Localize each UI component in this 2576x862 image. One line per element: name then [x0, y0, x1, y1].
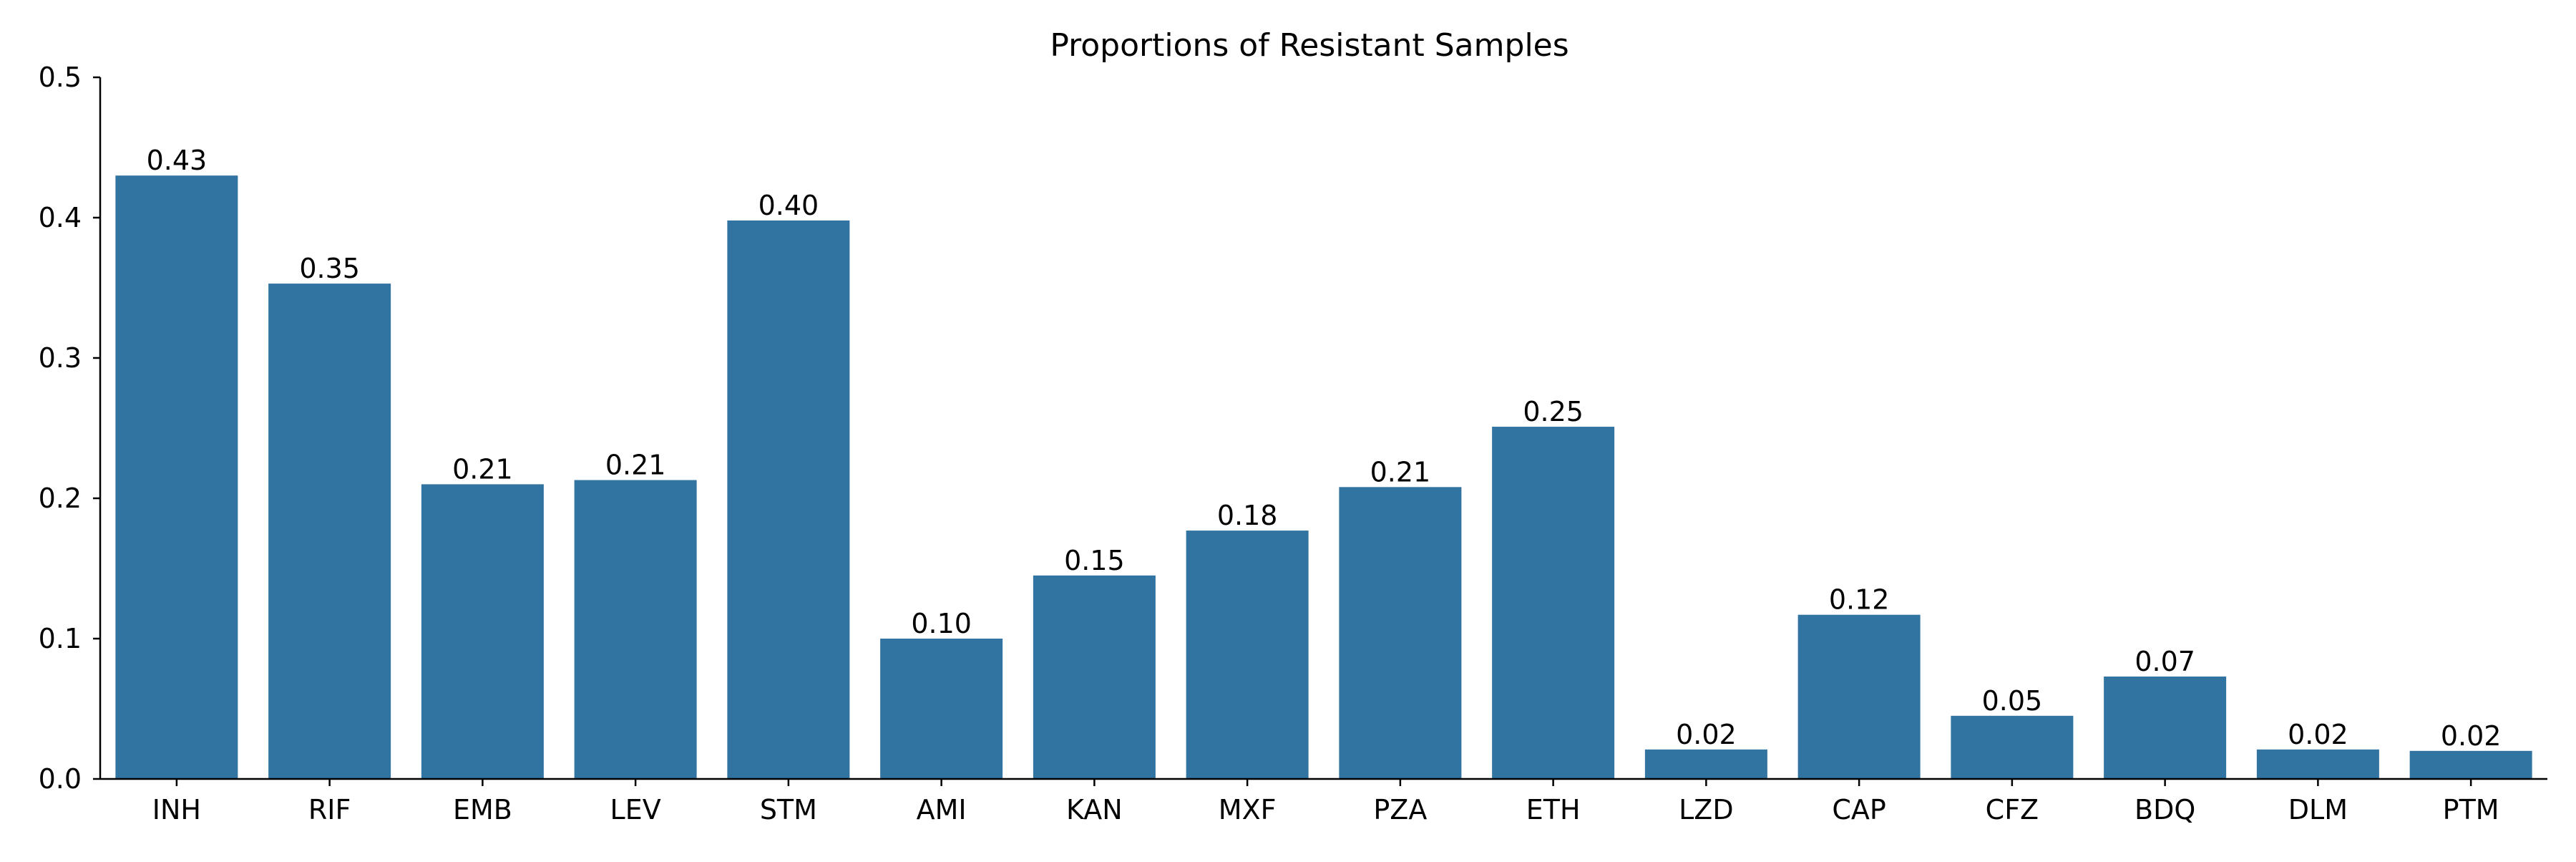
x-tick-label-emb: EMB [453, 794, 512, 825]
bar-lev [574, 480, 697, 779]
x-tick-label-ptm: PTM [2443, 794, 2499, 825]
x-tick-label-lzd: LZD [1679, 794, 1733, 825]
bar-cfz [1951, 715, 2074, 779]
bar-cap [1797, 614, 1921, 779]
x-tick-label-mxf: MXF [1219, 794, 1277, 825]
x-tick-label-dlm: DLM [2288, 794, 2348, 825]
x-tick-label-lev: LEV [610, 794, 661, 825]
x-tick-label-pza: PZA [1373, 794, 1427, 825]
x-tick-label-eth: ETH [1526, 794, 1581, 825]
data-label-mxf: 0.18 [1217, 500, 1278, 531]
data-label-dlm: 0.02 [2288, 719, 2348, 750]
bar-ptm [2409, 750, 2532, 779]
bars-layer [115, 175, 2532, 779]
chart-title: Proportions of Resistant Samples [1050, 27, 1568, 64]
x-tick-label-kan: KAN [1066, 794, 1123, 825]
x-tick-label-inh: INH [152, 794, 201, 825]
bar-lzd [1644, 749, 1767, 779]
data-labels-layer: 0.43 0.35 0.21 0.21 0.40 0.10 0.15 0.18 0.21 0.25… [147, 145, 2502, 752]
data-label-cfz: 0.05 [1982, 685, 2043, 717]
x-tick-label-cap: CAP [1832, 794, 1885, 825]
bar-mxf [1186, 531, 1309, 779]
x-tick-label-ami: AMI [917, 794, 967, 825]
data-label-lzd: 0.02 [1676, 719, 1737, 750]
data-label-pza: 0.21 [1370, 456, 1431, 488]
data-label-rif: 0.35 [299, 253, 360, 284]
x-tick-label-cfz: CFZ [1986, 794, 2039, 825]
bar-eth [1492, 427, 1615, 779]
bar-bdq [2104, 676, 2227, 779]
bar-inh [115, 175, 238, 779]
y-tick-label: 0.0 [39, 763, 82, 795]
y-tick-label: 0.1 [39, 623, 82, 654]
bar-ami [880, 639, 1003, 779]
y-tick-label: 0.4 [39, 202, 82, 233]
y-tick-label: 0.5 [39, 62, 82, 93]
x-tick-label-rif: RIF [308, 794, 351, 825]
y-axis: 0.0 0.1 0.2 0.3 0.4 0.5 [39, 62, 102, 795]
data-label-emb: 0.21 [452, 453, 513, 485]
data-label-ptm: 0.02 [2441, 720, 2502, 752]
bar-kan [1033, 575, 1156, 779]
data-label-kan: 0.15 [1064, 545, 1125, 576]
x-tick-label-stm: STM [760, 794, 817, 825]
y-tick-label: 0.3 [39, 342, 82, 374]
bar-emb [421, 484, 544, 779]
data-label-cap: 0.12 [1829, 584, 1890, 616]
bar-stm [727, 220, 850, 779]
data-label-lev: 0.21 [605, 450, 666, 481]
x-axis: INH RIF EMB LEV STM AMI KAN MXF PZA ETH LZD CAP CFZ B… [100, 778, 2547, 825]
bar-dlm [2256, 749, 2379, 779]
data-label-stm: 0.40 [758, 190, 819, 221]
data-label-inh: 0.43 [147, 145, 208, 176]
y-tick-label: 0.2 [39, 483, 82, 514]
bar-rif [268, 284, 391, 779]
data-label-eth: 0.25 [1523, 396, 1584, 427]
data-label-bdq: 0.07 [2135, 646, 2195, 677]
data-label-ami: 0.10 [911, 608, 972, 639]
x-tick-label-bdq: BDQ [2135, 794, 2195, 825]
bar-pza [1339, 487, 1462, 779]
